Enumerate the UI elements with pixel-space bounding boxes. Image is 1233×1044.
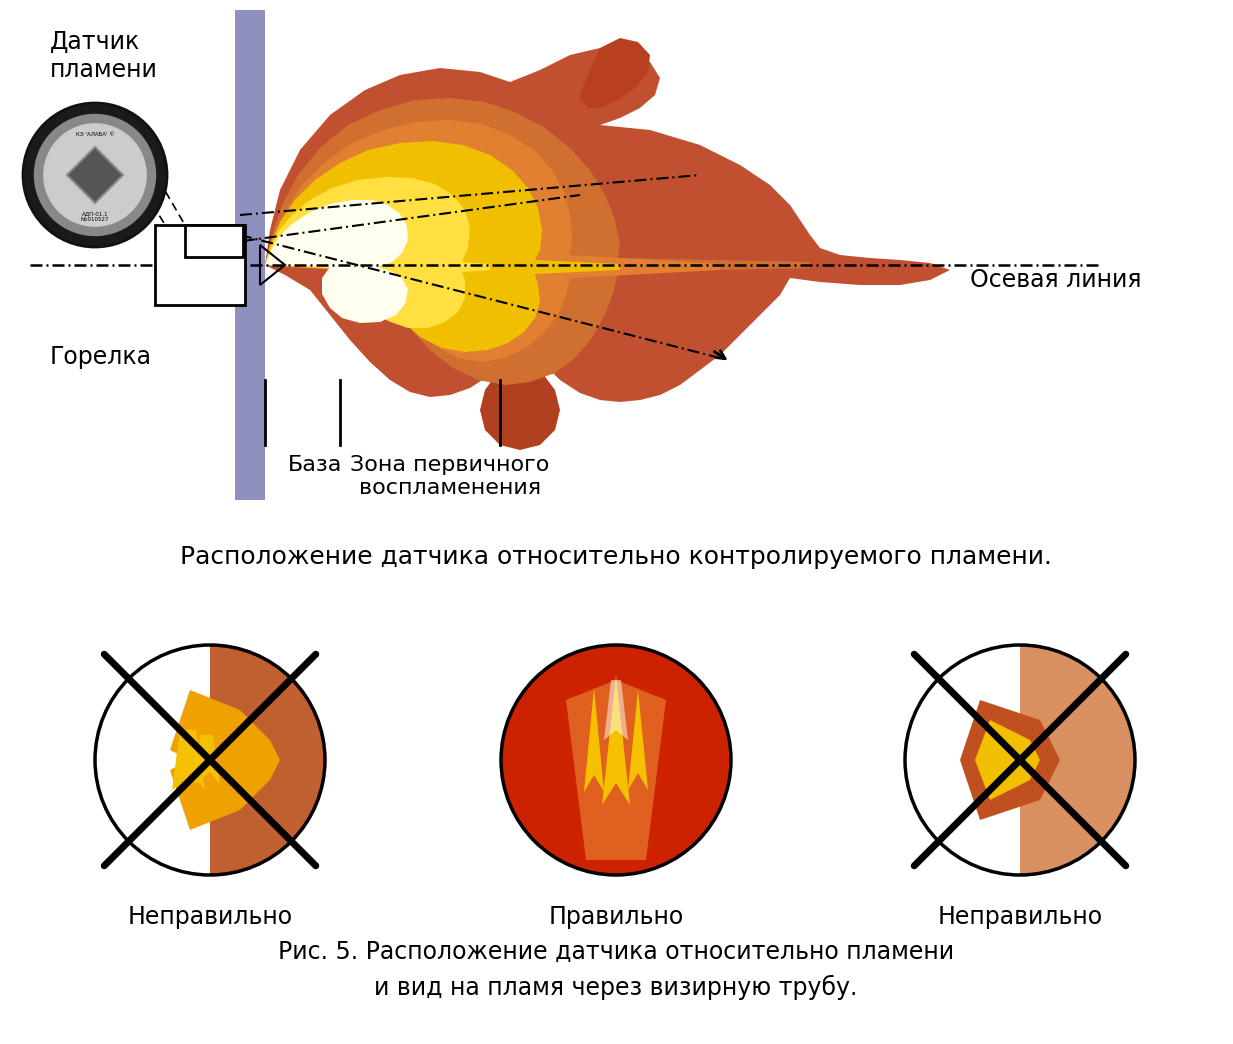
Polygon shape <box>171 730 205 790</box>
Text: Неправильно: Неправильно <box>937 905 1102 929</box>
Text: База: База <box>287 455 343 475</box>
Wedge shape <box>1020 645 1136 875</box>
Text: Горелка: Горелка <box>51 345 152 369</box>
Bar <box>185 226 243 257</box>
Polygon shape <box>961 699 1060 820</box>
Polygon shape <box>480 358 560 450</box>
Bar <box>236 10 265 500</box>
Polygon shape <box>265 141 620 352</box>
Polygon shape <box>67 147 123 203</box>
Text: АДП-01.1
No010527: АДП-01.1 No010527 <box>80 212 110 222</box>
Circle shape <box>33 114 157 236</box>
Text: Расположение датчика относительно контролируемого пламени.: Расположение датчика относительно контро… <box>180 545 1052 569</box>
Text: Датчик
пламени: Датчик пламени <box>51 30 158 81</box>
Wedge shape <box>210 645 326 875</box>
Circle shape <box>501 645 731 875</box>
Text: Правильно: Правильно <box>549 905 683 929</box>
Polygon shape <box>265 200 408 323</box>
Polygon shape <box>975 720 1039 800</box>
Text: и вид на пламя через визирную трубу.: и вид на пламя через визирную трубу. <box>375 975 858 1000</box>
Text: Зона первичного
воспламенения: Зона первичного воспламенения <box>350 455 550 498</box>
Circle shape <box>905 645 1136 875</box>
Polygon shape <box>580 38 650 108</box>
Text: Рис. 5. Расположение датчика относительно пламени: Рис. 5. Расположение датчика относительн… <box>277 940 954 964</box>
Polygon shape <box>566 680 666 860</box>
Text: Осевая линия: Осевая линия <box>970 268 1142 292</box>
Circle shape <box>23 103 166 247</box>
Polygon shape <box>604 680 628 740</box>
Polygon shape <box>170 690 280 830</box>
Circle shape <box>95 645 326 875</box>
Polygon shape <box>265 48 949 402</box>
Text: Неправильно: Неправильно <box>127 905 292 929</box>
Bar <box>155 226 245 305</box>
Polygon shape <box>194 735 219 785</box>
Polygon shape <box>628 690 649 790</box>
Polygon shape <box>265 120 720 362</box>
Polygon shape <box>584 688 604 792</box>
Polygon shape <box>265 98 810 385</box>
Text: КЭ 'АЛАБА' ©: КЭ 'АЛАБА' © <box>75 133 115 138</box>
Polygon shape <box>265 177 490 328</box>
Circle shape <box>43 123 147 227</box>
Polygon shape <box>602 675 630 805</box>
